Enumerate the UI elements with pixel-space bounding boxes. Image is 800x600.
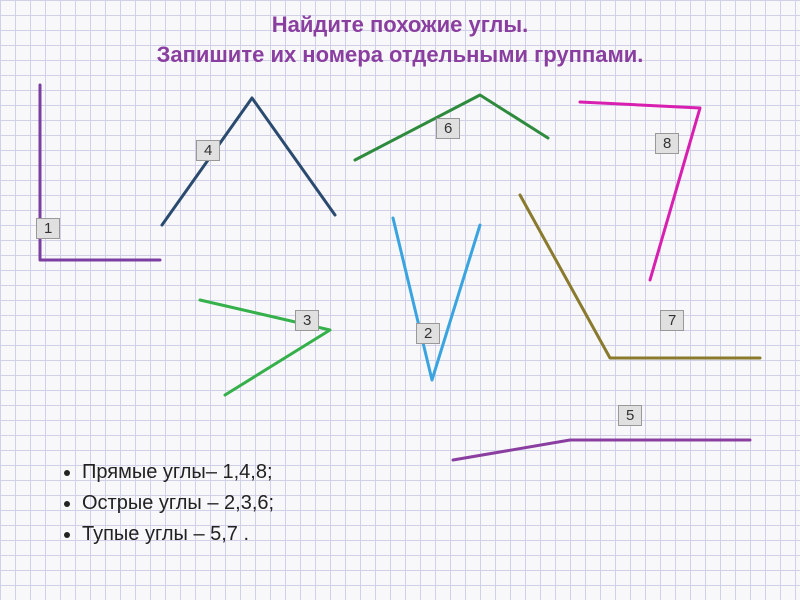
angle-label-7: 7 (660, 310, 684, 331)
angle-5 (453, 440, 750, 460)
angle-label-8: 8 (655, 133, 679, 154)
angle-8 (580, 102, 700, 280)
title-line-2: Запишите их номера отдельными группами. (0, 40, 800, 70)
angle-label-5: 5 (618, 405, 642, 426)
angle-label-4: 4 (196, 140, 220, 161)
angle-label-2: 2 (416, 323, 440, 344)
title-line-1: Найдите похожие углы. (0, 10, 800, 40)
answer-obtuse-angles: Тупые углы – 5,7 . (82, 523, 274, 546)
answer-acute-angles: Острые углы – 2,3,6; (82, 492, 274, 515)
angle-label-6: 6 (436, 118, 460, 139)
answer-right-angles: Прямые углы– 1,4,8; (82, 461, 274, 484)
angle-label-3: 3 (295, 310, 319, 331)
answers-block: Прямые углы– 1,4,8; Острые углы – 2,3,6;… (60, 461, 274, 554)
angle-2 (393, 218, 480, 380)
angle-4 (162, 98, 335, 225)
angle-7 (520, 195, 760, 358)
angle-label-1: 1 (36, 218, 60, 239)
page-title: Найдите похожие углы. Запишите их номера… (0, 10, 800, 69)
